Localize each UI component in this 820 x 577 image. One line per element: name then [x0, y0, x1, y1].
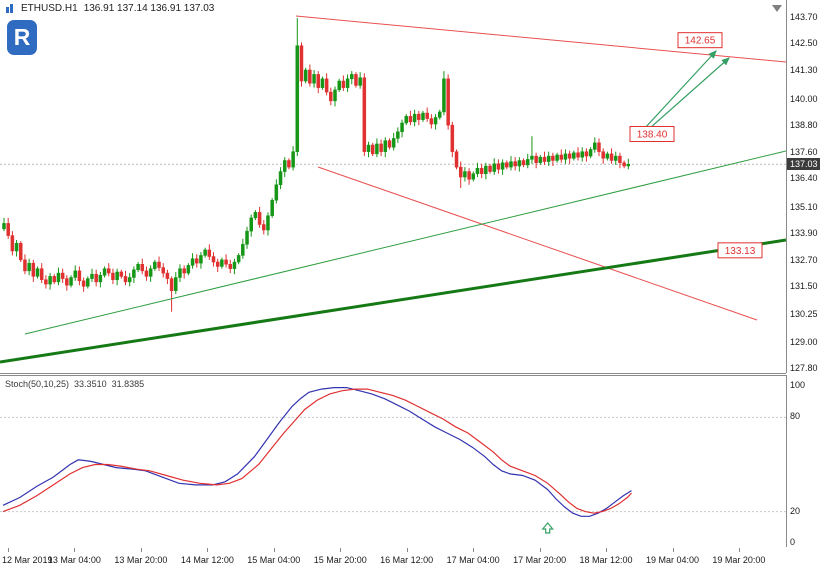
current-price-tag: 137.03	[787, 158, 820, 171]
time-axis-label: 17 Mar 04:00	[446, 555, 500, 565]
price-label-box[interactable]	[717, 242, 763, 259]
descending-resistance-lower[interactable]	[317, 166, 758, 321]
time-axis[interactable]: 12 Mar 2019 13 Mar 04:00 13 Mar 20:00 14 Ma…	[0, 547, 820, 577]
price-axis-label: 127.80	[790, 363, 818, 373]
time-axis-label: 14 Mar 12:00	[180, 555, 234, 565]
price-axis-label: 137.60	[790, 146, 818, 157]
price-label-box[interactable]	[677, 32, 723, 49]
price-chart-canvas[interactable]: 142.65 138.40 133.13	[0, 0, 787, 373]
price-label-boxes[interactable]: 142.65 138.40 133.13	[629, 32, 763, 259]
time-axis-tick	[473, 548, 475, 552]
time-axis-tick	[74, 548, 76, 552]
ascending-support-thick[interactable]	[0, 238, 787, 364]
broker-logo-letter: R	[13, 24, 31, 50]
chart-shift-marker[interactable]	[772, 5, 782, 12]
time-axis-tick	[140, 548, 142, 552]
indicator-value-signal: 31.8385	[111, 379, 145, 389]
time-axis-label: 16 Mar 12:00	[380, 555, 434, 565]
time-axis-label: 15 Mar 04:00	[247, 555, 301, 565]
price-label-text: 142.65	[685, 36, 716, 47]
stoch-axis-label: 80	[790, 411, 801, 422]
time-axis-tick	[539, 548, 541, 552]
stoch-axis-label: 100	[790, 380, 806, 390]
stoch-line-main	[2, 387, 632, 517]
time-axis-tick	[406, 548, 408, 552]
indicator-label: Stoch(50,10,25) 33.3510 31.8385	[5, 379, 144, 389]
price-axis-label: 140.00	[790, 93, 818, 104]
time-axis-label: 12 Mar 2019	[2, 555, 53, 565]
time-axis-tick	[606, 548, 608, 552]
indicator-name: Stoch(50,10,25)	[5, 379, 70, 389]
stochastic-axis[interactable]: 100 80 20 0	[786, 375, 820, 547]
stoch-axis-label: 0	[790, 537, 796, 547]
price-axis-label: 141.30	[790, 64, 818, 75]
time-axis-label: 15 Mar 20:00	[313, 555, 367, 565]
stoch-axis-label: 20	[790, 505, 801, 516]
price-axis-label: 143.70	[790, 12, 818, 22]
time-axis-tick	[340, 548, 342, 552]
stoch-line-signal	[2, 388, 632, 514]
stochastic-canvas[interactable]	[0, 376, 786, 546]
price-axis[interactable]: 143.70 142.50 141.30 140.00 138.80 137.60 136.…	[786, 0, 820, 373]
price-label-box[interactable]	[629, 126, 675, 142]
price-chart-panel[interactable]: 142.65 138.40 133.13	[0, 0, 787, 374]
price-axis-label: 131.50	[790, 281, 818, 292]
ohlc-readout: 136.91 137.14 136.91 137.03	[83, 3, 215, 14]
time-axis-label: 17 Mar 20:00	[513, 555, 567, 565]
chart-header: ETHUSD.H1 136.91 137.14 136.91 137.03	[6, 3, 214, 14]
price-axis-label: 138.80	[790, 120, 818, 131]
time-axis-tick	[207, 548, 209, 552]
price-axis-label: 142.50	[790, 38, 818, 49]
time-axis-label: 13 Mar 20:00	[114, 555, 168, 565]
price-axis-label: 130.25	[790, 308, 818, 319]
price-axis-label: 136.40	[790, 173, 818, 184]
ascending-support-thin[interactable]	[24, 150, 787, 335]
chart-icon	[6, 4, 15, 13]
indicator-value-main: 33.3510	[74, 379, 107, 389]
time-axis-tick	[738, 548, 740, 552]
time-axis-label: 19 Mar 04:00	[645, 555, 700, 565]
price-label-text: 133.13	[725, 246, 756, 257]
candles-group	[2, 18, 631, 312]
buy-signal-arrow-icon	[541, 522, 554, 534]
time-axis-label: 18 Mar 12:00	[579, 555, 633, 565]
price-axis-label: 133.90	[790, 228, 818, 239]
trend-lines-group[interactable]	[0, 15, 787, 364]
time-axis-tick	[273, 548, 275, 552]
price-label-text: 138.40	[637, 130, 668, 141]
time-axis-label: 19 Mar 20:00	[712, 555, 766, 565]
broker-logo: R	[7, 20, 37, 55]
time-axis-tick	[672, 548, 674, 552]
time-axis-tick	[8, 548, 9, 552]
stochastic-panel[interactable]	[0, 375, 786, 549]
projection-arrow-2[interactable]	[640, 57, 730, 137]
descending-resistance-upper[interactable]	[295, 15, 787, 63]
price-axis-label: 129.00	[790, 336, 818, 347]
time-axis-label: 13 Mar 04:00	[47, 555, 101, 565]
price-axis-label: 135.10	[790, 201, 818, 212]
price-axis-label: 132.70	[790, 254, 818, 265]
symbol-timeframe: ETHUSD.H1	[21, 3, 78, 14]
